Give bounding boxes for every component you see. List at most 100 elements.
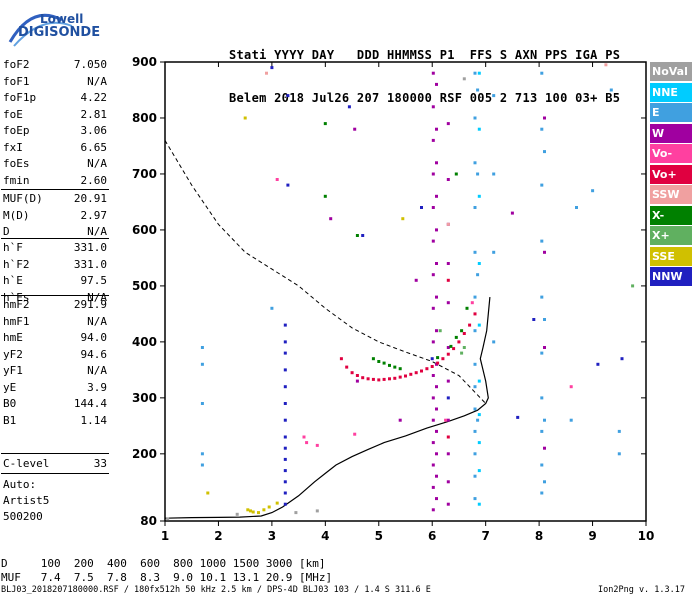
echo-point [516,415,520,419]
echo-point [473,295,477,299]
echo-point [446,502,450,506]
param-label: h`E [3,274,23,287]
echo-point [275,501,279,505]
echo-point [476,88,480,92]
param-row: foEs N/A [1,156,159,172]
param-value: 1.14 [80,413,108,427]
echo-point [251,510,255,514]
echo-point [470,301,474,305]
param-row: h`E 97.5 [1,273,159,289]
echo-point [435,429,438,433]
echo-point [532,318,536,321]
echo-point [575,206,578,209]
legend-item: W [650,123,692,143]
echo-point [270,66,274,70]
param-separator [1,238,109,239]
echo-point [305,441,309,445]
legend-item: SSE [650,246,692,266]
echo-point [329,217,333,221]
echo-point [262,508,266,512]
echo-point [540,295,544,299]
echo-point [302,435,306,439]
echo-point [446,278,450,282]
param-label: hmF1 [3,314,30,328]
echo-point [315,509,319,513]
echo-point [435,82,438,86]
echo-point [388,363,391,367]
param-separator [1,295,109,296]
echo-point [473,116,477,120]
echo-point [200,452,204,456]
logo-digisonde: DIGISONDE [18,25,101,40]
echo-point [200,346,204,349]
param-value: 331.0 [73,241,107,254]
echo-point [323,194,327,198]
echo-point [414,371,418,375]
echo-point [431,418,435,422]
echo-point [398,418,402,422]
echo-point [540,463,544,467]
echo-point [166,517,170,521]
echo-point [604,63,608,67]
echo-point [454,172,458,176]
echo-point [431,105,435,109]
echo-point [350,371,354,375]
echo-point [206,491,210,495]
param-label: h`F [3,241,23,254]
echo-point [435,497,438,501]
param-value: 2.81 [80,107,108,121]
param-row: h`F2 331.0 [1,257,159,273]
echo-point [323,122,327,126]
echo-point [477,469,481,473]
echo-point [283,435,287,439]
legend-item: NNE [650,82,692,102]
y-tick-label: 400 [132,335,157,349]
echo-point [283,469,287,473]
echo-point [631,284,635,288]
echo-point [286,94,290,98]
param-value: 331.0 [73,257,107,271]
param-row: yF2 94.6 [1,347,159,363]
echo-point [460,351,464,355]
echo-point [361,376,365,380]
echo-point [543,250,546,254]
echo-point [265,71,268,75]
param-label: hmE [3,331,23,344]
x-tick-label: 2 [214,529,222,543]
param-label: fmin [3,173,30,187]
param-value: N/A [87,290,107,304]
echo-point [540,183,544,187]
echo-point [431,374,435,377]
echo-point [446,346,450,349]
echo-point [446,301,450,305]
param-row: hmF1 N/A [1,314,159,330]
echo-point [435,385,438,389]
echo-point [510,211,514,215]
echo-point [473,250,477,254]
param-separator [1,189,109,190]
echo-point [435,329,438,333]
echo-point [431,273,435,277]
echo-point [476,273,480,277]
echo-point [283,491,287,495]
echo-point [462,332,466,335]
echo-point [446,396,450,400]
x-tick-label: 9 [588,529,596,543]
echo-point [431,340,435,344]
echo-point [435,161,438,165]
footer-version: Ion2Png v. 1.3.17 [598,585,685,595]
param-row: foF1p 4.22 [1,90,159,106]
param-value: N/A [87,225,107,238]
param-label: foEp [3,124,30,137]
echo-point [283,340,287,344]
param-row: foF2 7.050 [1,57,159,73]
echo-point [353,432,357,436]
y-tick-label: 500 [132,279,157,293]
header-row-labels: Stati YYYY DAY DDD HHMMSS P1 FFS S AXN P… [229,48,621,62]
x-tick-label: 7 [481,529,489,543]
echo-point [283,351,287,355]
param-value: N/A [87,364,107,377]
echo-point [431,306,435,310]
echo-point [617,429,621,433]
